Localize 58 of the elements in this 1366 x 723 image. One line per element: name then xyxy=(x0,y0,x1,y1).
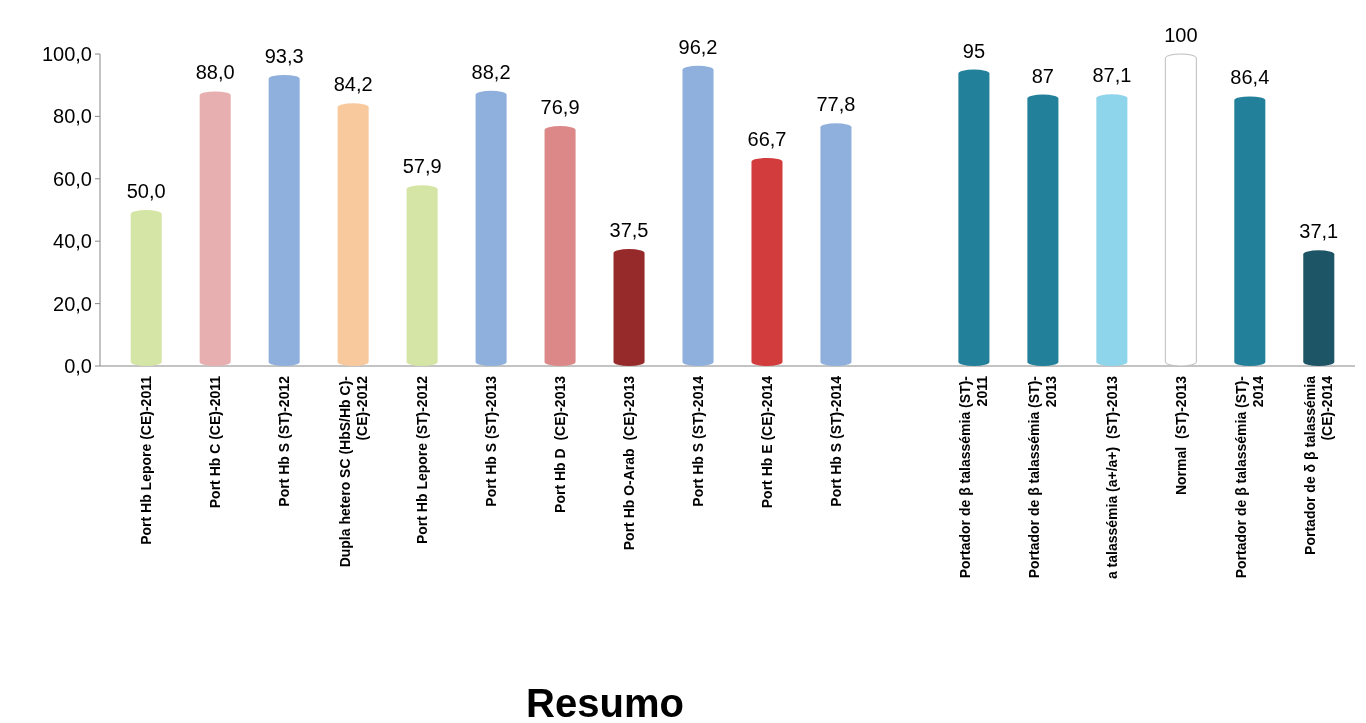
data-label: 95 xyxy=(962,39,986,62)
x-tick-label: Port Hb O-Arab (CE)-2013 xyxy=(621,375,638,551)
x-tick-label: Port Hb S (ST)-2014 xyxy=(827,375,844,507)
data-label: 87,1 xyxy=(1092,64,1132,87)
bar xyxy=(1096,94,1128,366)
data-label: 93,3 xyxy=(264,44,304,67)
y-tick-label: 60,0 xyxy=(53,167,92,190)
x-tick-label: Port Hb S (ST)-2013 xyxy=(483,375,500,507)
x-tick-label: Portador de δ β talassémia (CE)-2014 xyxy=(1302,375,1336,555)
bar xyxy=(268,74,300,366)
data-label: 87 xyxy=(1031,64,1055,87)
x-tick-label: Portador de β talassémia (ST)-2014 xyxy=(1233,375,1267,579)
data-label: 37,5 xyxy=(609,219,649,241)
x-tick-label: Normal (ST)-2013 xyxy=(1172,375,1189,496)
data-label: 84,2 xyxy=(333,73,373,96)
x-tick-label: Port Hb Lepore (CE)-2011 xyxy=(138,375,155,545)
data-label: 88,2 xyxy=(471,60,511,83)
x-tick-label: Dupla hetero SC (HbS/Hb C)-(CE)-2012 xyxy=(336,375,370,568)
bar xyxy=(1303,250,1335,366)
data-label: 37,1 xyxy=(1299,220,1339,243)
data-label: 50,0 xyxy=(126,180,166,202)
bar xyxy=(820,123,852,366)
bar xyxy=(199,91,231,366)
data-label: 76,9 xyxy=(540,96,580,119)
data-label: 88,0 xyxy=(195,61,235,84)
text: Resumo xyxy=(526,681,684,723)
x-tick-label: Port Hb E (CE)-2014 xyxy=(758,375,775,509)
data-label: 77,8 xyxy=(816,93,856,116)
data-label: 100 xyxy=(1164,24,1198,46)
bar xyxy=(1164,53,1197,367)
x-tick-label: Port Hb Lepore (ST)-2012 xyxy=(414,375,431,545)
data-label: 66,7 xyxy=(747,127,787,150)
bar xyxy=(406,185,438,366)
data-label: 86,4 xyxy=(1230,66,1270,89)
x-tick-label: Portador de β talassémia (ST)-2011 xyxy=(957,375,991,579)
bar xyxy=(1027,94,1059,366)
data-label: 57,9 xyxy=(402,155,442,178)
y-tick-label: 80,0 xyxy=(53,105,92,128)
x-tick-label: Port Hb S (ST)-2012 xyxy=(276,375,293,507)
x-tick-label: Port Hb D (CE)-2013 xyxy=(552,375,569,513)
x-tick-label: Portador de β talassémia (ST)-2013 xyxy=(1026,375,1060,579)
bar xyxy=(337,103,369,366)
bar xyxy=(682,65,714,366)
bar xyxy=(475,90,507,366)
x-tick-label: a talassémia (a+/a+) (ST)-2013 xyxy=(1103,375,1120,580)
y-tick-label: 20,0 xyxy=(53,292,92,315)
bar xyxy=(544,126,576,366)
y-tick-label: 100,0 xyxy=(41,43,92,65)
bar xyxy=(958,69,990,366)
y-tick-label: 40,0 xyxy=(53,230,92,253)
x-tick-label: Port Hb C (CE)-2011 xyxy=(207,375,224,509)
bar xyxy=(130,210,162,366)
bar xyxy=(751,157,783,366)
x-tick-label: Port Hb S (ST)-2014 xyxy=(690,375,707,507)
bar xyxy=(613,249,645,366)
y-tick-label: 0,0 xyxy=(64,355,92,377)
bar xyxy=(1234,96,1266,366)
data-label: 96,2 xyxy=(678,35,718,58)
